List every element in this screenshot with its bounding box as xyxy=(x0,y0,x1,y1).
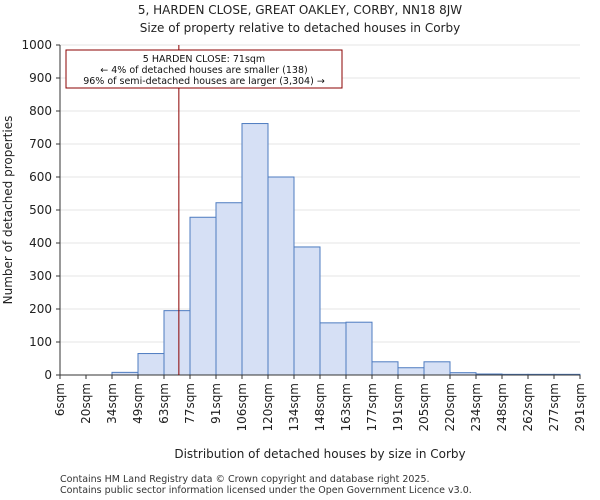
y-ticks: 0 100 200 300 400 500 600 700 800 900 1000 xyxy=(21,38,60,382)
annotation-line-2: ← 4% of detached houses are smaller (138… xyxy=(100,65,307,76)
bar xyxy=(137,353,165,376)
y-tick-label: 700 xyxy=(29,137,52,151)
bar xyxy=(215,202,243,376)
x-ticks: 6sqm 20sqm 34sqm 49sqm 63sqm 77sqm 91sqm 106sqm… xyxy=(53,375,587,431)
x-tick-label: 120sqm xyxy=(261,383,275,431)
annotation-line-1: 5 HARDEN CLOSE: 71sqm xyxy=(143,54,265,65)
x-tick-label: 148sqm xyxy=(313,383,327,431)
chart-subtitle: Size of property relative to detached ho… xyxy=(139,21,461,35)
y-tick-label: 500 xyxy=(29,203,52,217)
bar xyxy=(423,361,451,376)
y-tick-label: 600 xyxy=(29,170,52,184)
y-tick-label: 300 xyxy=(29,269,52,283)
annotation-line-3: 96% of semi-detached houses are larger (… xyxy=(83,76,325,87)
x-tick-label: 177sqm xyxy=(365,383,379,431)
y-axis-label: Number of detached properties xyxy=(1,116,15,305)
y-tick-label: 0 xyxy=(44,368,52,382)
bar xyxy=(397,367,425,376)
x-tick-label: 106sqm xyxy=(235,383,249,431)
y-tick-label: 200 xyxy=(29,302,52,316)
footer-line-2: Contains public sector information licen… xyxy=(60,485,472,496)
footer-line-1: Contains HM Land Registry data © Crown c… xyxy=(60,474,430,485)
x-tick-label: 291sqm xyxy=(573,383,587,431)
x-tick-label: 248sqm xyxy=(495,383,509,431)
x-tick-label: 262sqm xyxy=(521,383,535,431)
bar xyxy=(189,216,217,376)
y-tick-label: 800 xyxy=(29,104,52,118)
x-tick-label: 20sqm xyxy=(79,383,93,424)
x-tick-label: 220sqm xyxy=(443,383,457,431)
x-tick-label: 49sqm xyxy=(131,383,145,424)
bar xyxy=(371,361,399,376)
bar xyxy=(267,176,295,376)
bar xyxy=(345,321,373,376)
bar xyxy=(241,123,269,376)
x-tick-label: 277sqm xyxy=(547,383,561,431)
y-tick-label: 900 xyxy=(29,71,52,85)
x-tick-label: 205sqm xyxy=(417,383,431,431)
x-tick-label: 91sqm xyxy=(209,383,223,424)
annotation-box xyxy=(65,49,343,89)
x-tick-label: 191sqm xyxy=(391,383,405,431)
y-tick-label: 400 xyxy=(29,236,52,250)
x-tick-label: 63sqm xyxy=(157,383,171,424)
x-tick-label: 234sqm xyxy=(469,383,483,431)
chart-title: 5, HARDEN CLOSE, GREAT OAKLEY, CORBY, NN… xyxy=(137,3,463,17)
x-tick-label: 163sqm xyxy=(339,383,353,431)
bar xyxy=(319,322,347,376)
x-tick-label: 77sqm xyxy=(183,383,197,424)
x-tick-label: 134sqm xyxy=(287,383,301,431)
bar xyxy=(163,310,191,376)
x-tick-label: 6sqm xyxy=(53,383,67,416)
y-tick-label: 1000 xyxy=(21,38,52,52)
bars xyxy=(111,123,581,376)
y-tick-label: 100 xyxy=(29,335,52,349)
x-axis-label: Distribution of detached houses by size … xyxy=(174,447,465,461)
bar xyxy=(293,246,321,376)
x-tick-label: 34sqm xyxy=(105,383,119,424)
